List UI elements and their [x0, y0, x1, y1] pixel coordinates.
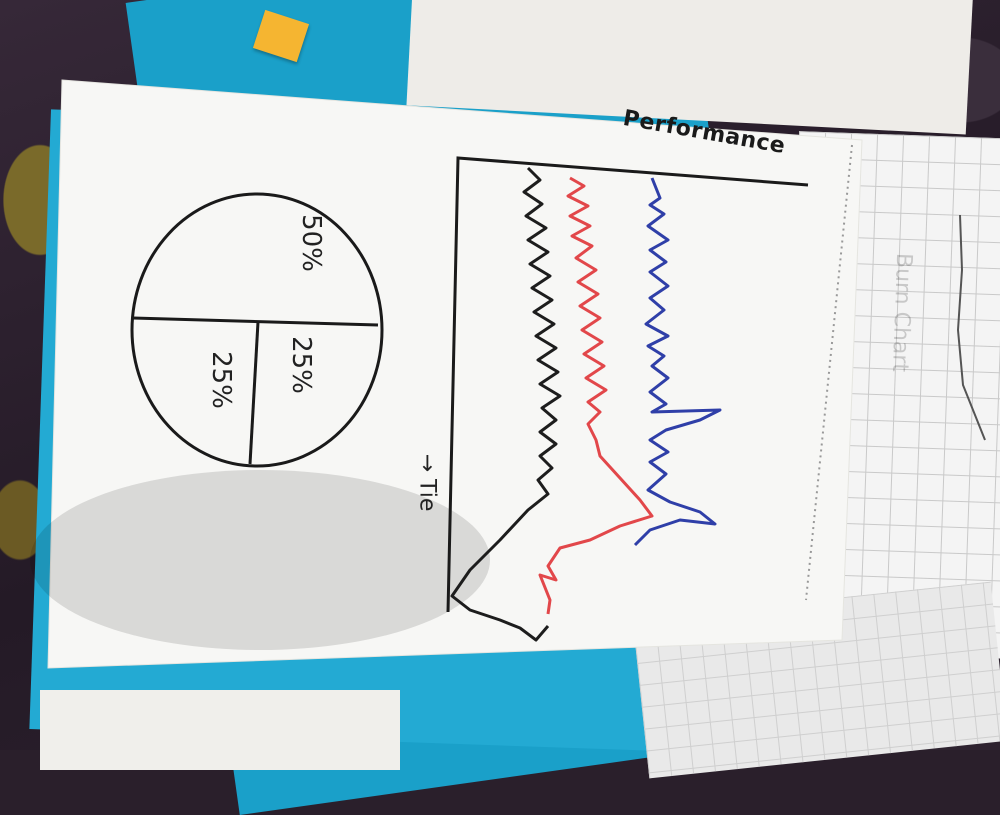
pie-label-25-bottom: 25%: [205, 351, 236, 409]
faint-grid-text: Burn Chart: [886, 252, 917, 373]
pie-label-50: 50%: [295, 214, 326, 272]
chart-axes: [446, 156, 809, 613]
series-red-line: [538, 176, 654, 615]
pie-divider-vertical: [248, 321, 260, 465]
paper-perforation: [805, 144, 853, 601]
paper-sheet: [47, 79, 863, 669]
series-blue-line: [633, 177, 722, 547]
series-black-line: [450, 166, 562, 642]
faint-grid-chart-line: [956, 214, 986, 441]
time-axis-label: → Tie: [414, 453, 440, 512]
pie-outline: [130, 192, 384, 468]
sketch-paper: [30, 79, 986, 669]
pie-divider-horizontal: [132, 316, 379, 327]
pie-chart: [130, 192, 384, 468]
hand-shadow: [30, 470, 490, 650]
pie-label-25-top: 25%: [285, 336, 316, 394]
performance-chart: [446, 156, 809, 642]
